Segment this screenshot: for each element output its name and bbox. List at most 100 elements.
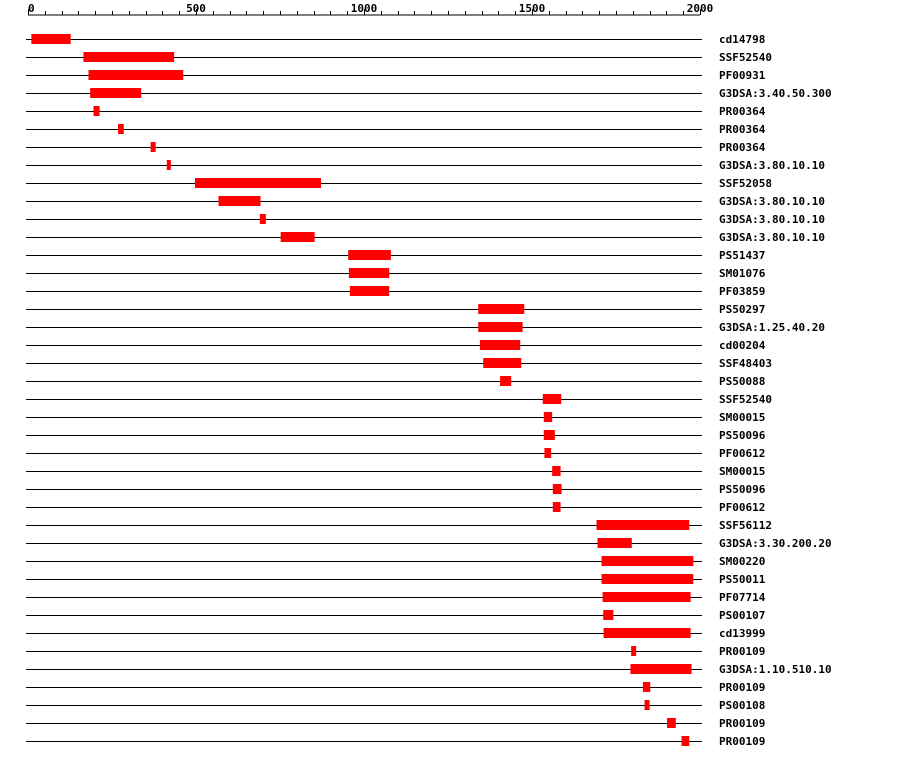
domain-row: PS50297 <box>26 303 765 316</box>
row-label: SM00015 <box>719 411 765 424</box>
row-label: SM01076 <box>719 267 766 280</box>
domain-row: PR00109 <box>26 681 765 694</box>
domain-bar <box>118 124 124 134</box>
domain-bar <box>479 340 521 350</box>
domain-bar <box>630 664 692 674</box>
domain-row: PF00612 <box>26 501 765 514</box>
domain-bar <box>150 142 156 152</box>
domain-row: G3DSA:3.80.10.10 <box>26 159 825 172</box>
domain-bar <box>31 34 71 44</box>
row-label: PS00108 <box>719 699 765 712</box>
domain-row: PS51437 <box>26 249 765 262</box>
domain-row: SM00220 <box>26 555 765 568</box>
domain-bar <box>194 178 321 188</box>
domain-bar <box>543 430 555 440</box>
domain-bar <box>597 538 632 548</box>
tick-label: 1500 <box>519 2 546 15</box>
row-label: cd00204 <box>719 339 766 352</box>
domain-bar <box>478 304 525 314</box>
row-label: G3DSA:3.80.10.10 <box>719 159 825 172</box>
domain-row: PF00612 <box>26 447 765 460</box>
row-label: PS50088 <box>719 375 765 388</box>
domain-bar <box>543 412 553 422</box>
domain-row: G3DSA:1.25.40.20 <box>26 321 825 334</box>
row-label: PF03859 <box>719 285 765 298</box>
row-label: PS50297 <box>719 303 765 316</box>
domain-bar <box>644 700 650 710</box>
tick-label: 2000 <box>687 2 714 15</box>
tick-label: 0 <box>28 2 35 15</box>
domain-row: SSF56112 <box>26 519 772 532</box>
domain-row: PF07714 <box>26 591 766 604</box>
domain-bar <box>259 214 266 224</box>
row-label: PF00931 <box>719 69 766 82</box>
row-label: cd14798 <box>719 33 765 46</box>
domain-bar <box>552 466 561 476</box>
domain-row: PR00109 <box>26 717 765 730</box>
domain-bar <box>483 358 522 368</box>
domain-row: G3DSA:3.30.200.20 <box>26 537 832 550</box>
domain-bar <box>93 106 100 116</box>
domain-row: PR00109 <box>26 735 765 748</box>
domain-bar <box>603 628 691 638</box>
row-label: G3DSA:3.40.50.300 <box>719 87 832 100</box>
row-label: PR00109 <box>719 735 765 748</box>
domain-bar <box>601 556 694 566</box>
domain-row: G3DSA:3.80.10.10 <box>26 231 825 244</box>
domain-row: PS00108 <box>26 699 765 712</box>
row-label: PS50011 <box>719 573 766 586</box>
row-label: SSF52540 <box>719 51 772 64</box>
domain-row: SM00015 <box>26 465 765 478</box>
domain-row: PF03859 <box>26 285 765 298</box>
row-label: SSF52058 <box>719 177 772 190</box>
domain-row: PR00364 <box>26 141 766 154</box>
domain-row: PS50011 <box>26 573 766 586</box>
domain-row: cd00204 <box>26 339 766 352</box>
domain-row: PS50096 <box>26 429 766 442</box>
domain-bar <box>500 376 512 386</box>
row-label: PR00364 <box>719 105 766 118</box>
row-label: G3DSA:3.80.10.10 <box>719 231 825 244</box>
domain-row: PS50088 <box>26 375 765 388</box>
row-label: SM00015 <box>719 465 765 478</box>
domain-row: PR00364 <box>26 123 766 136</box>
domain-row: SSF52058 <box>26 177 772 190</box>
row-label: SSF52540 <box>719 393 772 406</box>
domain-row: G3DSA:3.80.10.10 <box>26 195 825 208</box>
domain-bar <box>478 322 523 332</box>
row-label: PF07714 <box>719 591 766 604</box>
domain-row: SSF52540 <box>26 51 772 64</box>
domain-row: PS00107 <box>26 609 765 622</box>
row-label: PR00364 <box>719 123 766 136</box>
row-label: SSF56112 <box>719 519 772 532</box>
domain-row: cd13999 <box>26 627 765 640</box>
tick-label: 500 <box>186 2 206 15</box>
domain-row: SSF48403 <box>26 357 772 370</box>
row-label: PS50096 <box>719 429 766 442</box>
domain-bar <box>602 592 691 602</box>
domain-bar <box>603 610 614 620</box>
row-label: PS51437 <box>719 249 765 262</box>
domain-bar <box>552 502 561 512</box>
row-label: PF00612 <box>719 447 765 460</box>
domain-bar <box>348 268 390 278</box>
domain-row: G3DSA:3.40.50.300 <box>26 87 832 100</box>
row-label: PR00109 <box>719 717 765 730</box>
domain-bar <box>642 682 651 692</box>
domain-row: PS50096 <box>26 483 766 496</box>
row-label: G3DSA:3.80.10.10 <box>719 195 825 208</box>
domain-bar <box>166 160 171 170</box>
row-label: G3DSA:1.10.510.10 <box>719 663 832 676</box>
domain-bar <box>348 250 391 260</box>
row-label: G3DSA:3.30.200.20 <box>719 537 832 550</box>
domain-bar <box>601 574 694 584</box>
domain-row: PR00364 <box>26 105 766 118</box>
domain-row: SM01076 <box>26 267 766 280</box>
domain-rows: cd14798 SSF52540 PF00931 G3DSA:3.40.50.300 P… <box>26 33 832 748</box>
row-label: SM00220 <box>719 555 765 568</box>
row-label: G3DSA:3.80.10.10 <box>719 213 825 226</box>
domain-bar <box>667 718 676 728</box>
tick-label: 1000 <box>351 2 378 15</box>
row-label: cd13999 <box>719 627 765 640</box>
